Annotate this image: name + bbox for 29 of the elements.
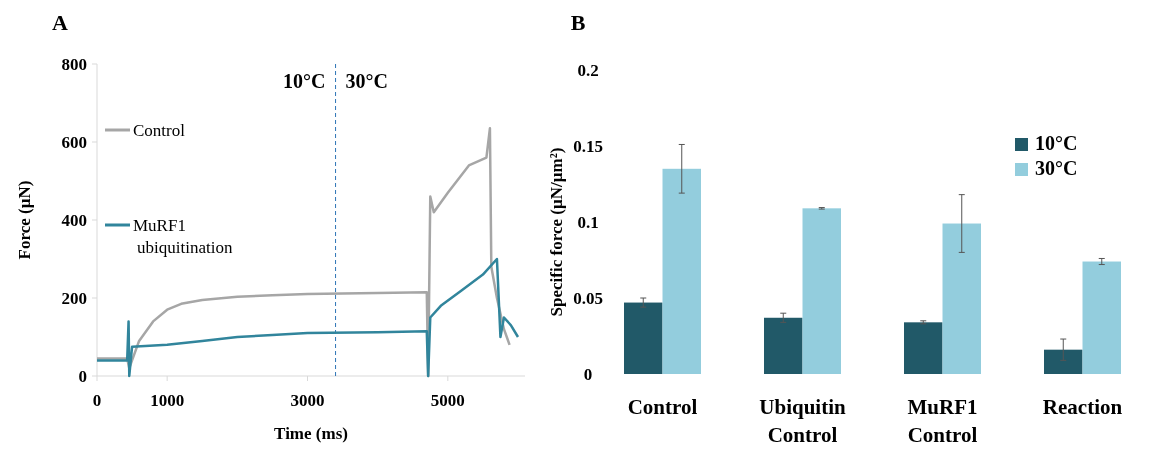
chart-title: A — [52, 10, 69, 35]
y-tick-label: 800 — [61, 55, 87, 74]
x-tick-label: Ubiquitin Control — [759, 395, 846, 447]
y-axis-title: Force (µN) — [15, 180, 34, 260]
y-tick-label: 0.15 — [573, 137, 603, 156]
y-axis-title: Specific force (µN/µm²) — [547, 147, 566, 317]
legend-label: 30°C — [1035, 157, 1078, 179]
x-tick-label: MuRF1 Control — [907, 395, 978, 447]
y-tick-label: 0.1 — [577, 213, 599, 232]
annotation: 30°C — [345, 70, 389, 92]
x-tick-label: 0 — [92, 391, 102, 410]
x-tick-label: 5000 — [430, 391, 465, 410]
x-tick-label: 3000 — [290, 391, 325, 410]
legend-label: Control — [133, 121, 186, 140]
y-tick-label: 200 — [61, 289, 87, 308]
y-tick-label: 0.2 — [577, 61, 599, 80]
chart-title: B — [570, 10, 586, 35]
y-tick-label: 600 — [61, 133, 87, 152]
x-tick-label: Control — [627, 395, 698, 419]
x-tick-label: 1000 — [150, 391, 185, 410]
x-axis-title: Time (ms) — [274, 424, 348, 443]
y-tick-label: 0 — [78, 367, 87, 386]
legend-label: MuRF1 ubiquitination — [133, 216, 233, 257]
y-tick-label: 0 — [583, 365, 593, 384]
legend-label: 10°C — [1035, 132, 1078, 154]
annotation: 10°C — [283, 70, 326, 92]
y-tick-label: 0.05 — [573, 289, 603, 308]
y-tick-label: 400 — [61, 211, 87, 230]
x-tick-label: Reaction — [1042, 395, 1123, 419]
